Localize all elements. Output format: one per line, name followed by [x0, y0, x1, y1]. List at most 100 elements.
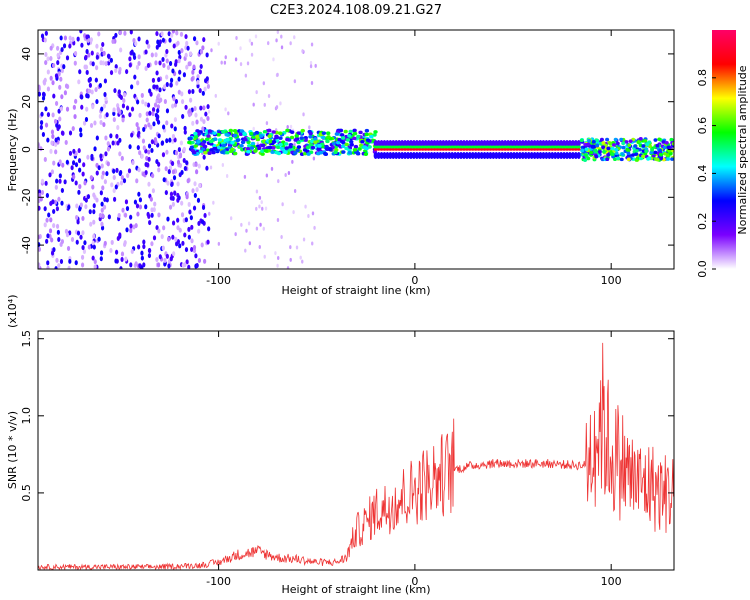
- spectrogram-cell: [109, 70, 114, 76]
- spectrogram-cell: [165, 120, 169, 126]
- spectrogram-cell: [79, 30, 83, 34]
- spectrogram-cell: [93, 120, 97, 126]
- spectrogram-cell: [65, 232, 70, 238]
- spectrogram-cell: [293, 79, 297, 84]
- spectrogram-cell: [80, 254, 85, 260]
- y-tick-label: 1.0: [20, 407, 33, 425]
- spectrogram-cell: [310, 42, 314, 47]
- spectrogram-cell: [142, 126, 146, 132]
- spectrogram-cell: [441, 140, 446, 148]
- spectrogram-cell: [456, 148, 461, 151]
- spectrogram-cell: [125, 206, 130, 212]
- spectrogram-cell: [503, 140, 508, 148]
- spectrogram-cell: [621, 145, 626, 150]
- spectrogram-cell: [414, 151, 419, 159]
- spectrogram-cell: [538, 140, 543, 148]
- spectrogram-cell: [438, 140, 443, 148]
- spectrogram-cell: [79, 127, 83, 133]
- spectrogram-cell: [167, 169, 171, 175]
- spectrogram-cell: [593, 148, 598, 153]
- spectrogram-cell: [202, 154, 206, 160]
- spectrogram-cell: [137, 60, 141, 66]
- spectrogram-cell: [207, 109, 211, 114]
- spectrogram-cell: [467, 145, 472, 149]
- spectrogram-cell: [482, 145, 487, 149]
- spectrogram-cell: [77, 79, 81, 85]
- spectrogram-cell: [52, 63, 56, 69]
- spectrogram-cell: [149, 196, 153, 202]
- spectrogram-cell: [209, 148, 214, 152]
- spectrogram-cell: [464, 140, 469, 148]
- spectrogram-cell: [228, 128, 233, 133]
- spectrogram-cell: [168, 204, 173, 210]
- spectrogram-cell: [192, 245, 197, 251]
- spectrogram-cell: [103, 179, 107, 185]
- spectrogram-cell: [276, 72, 279, 77]
- spectrogram-cell: [202, 119, 206, 125]
- spectrogram-cell: [444, 140, 449, 148]
- spectrogram-cell: [119, 180, 124, 186]
- spectrogram-cell: [46, 86, 51, 92]
- spectrogram-cell: [162, 177, 166, 183]
- spectrogram-cell: [187, 226, 191, 232]
- spectrogram-cell: [44, 122, 49, 128]
- spectrogram-cell: [411, 145, 416, 149]
- spectrogram-cell: [562, 140, 567, 148]
- spectrogram-cell: [179, 140, 184, 146]
- spectrogram-cell: [391, 151, 396, 159]
- spectrogram-cell: [224, 107, 227, 112]
- spectrogram-cell: [614, 151, 619, 156]
- spectrogram-cell: [627, 143, 632, 147]
- spectrogram-cell: [532, 148, 537, 151]
- spectrogram-cell: [136, 132, 140, 138]
- spectrogram-cell: [194, 161, 198, 167]
- spectrogram-cell: [414, 148, 419, 151]
- spectrogram-cell: [576, 140, 581, 148]
- spectrogram-cell: [140, 92, 144, 98]
- spectrogram-cell: [459, 148, 464, 151]
- spectrogram-cell: [91, 104, 95, 110]
- spectrogram-cell: [132, 54, 137, 60]
- spectrogram-cell: [56, 45, 60, 51]
- spectrogram-cell: [532, 151, 537, 159]
- spectrogram-cell: [261, 143, 266, 148]
- spectrogram-cell: [276, 218, 280, 223]
- spectrogram-cell: [188, 108, 192, 114]
- spectrogram-cell: [60, 239, 64, 245]
- spectrogram-cell: [641, 144, 646, 148]
- spectrogram-cell: [255, 189, 259, 194]
- spectrogram-cell: [190, 238, 194, 244]
- spectrogram-cell: [417, 140, 422, 148]
- spectrogram-cell: [97, 31, 101, 37]
- spectrogram-cell: [196, 83, 200, 89]
- spectrogram-cell: [133, 74, 137, 80]
- spectrogram-cell: [352, 136, 357, 141]
- spectrogram-cell: [95, 54, 99, 60]
- spectrogram-cell: [76, 36, 80, 42]
- snr-y-scale-label: (x10⁴): [6, 295, 19, 329]
- spectrogram-cell: [70, 165, 74, 171]
- spectrogram-cell: [60, 187, 64, 193]
- spectrogram-cell: [553, 148, 558, 151]
- spectrogram-cell: [199, 64, 203, 70]
- spectrogram-cell: [637, 147, 642, 152]
- spectrogram-cell: [394, 151, 399, 159]
- spectrogram-cell: [613, 137, 618, 142]
- spectrogram-cell: [176, 159, 181, 165]
- spectrogram-cell: [146, 162, 150, 168]
- y-tick-label: 20: [20, 95, 33, 109]
- spectrogram-cell: [268, 139, 273, 144]
- spectrogram-cell: [120, 155, 124, 161]
- spectrogram-cell: [485, 140, 490, 148]
- spectrogram-cell: [485, 145, 490, 149]
- snr-series-line: [38, 342, 674, 570]
- spectrogram-cell: [118, 151, 122, 157]
- spectrogram-cell: [444, 145, 449, 149]
- spectrogram-cell: [144, 170, 148, 176]
- spectrogram-cell: [150, 241, 154, 247]
- spectrogram-cell: [406, 148, 411, 151]
- spectrogram-cell: [634, 158, 639, 162]
- spectrogram-cell: [117, 212, 121, 218]
- spectrogram-cell: [156, 119, 161, 125]
- spectrogram-cell: [302, 148, 308, 152]
